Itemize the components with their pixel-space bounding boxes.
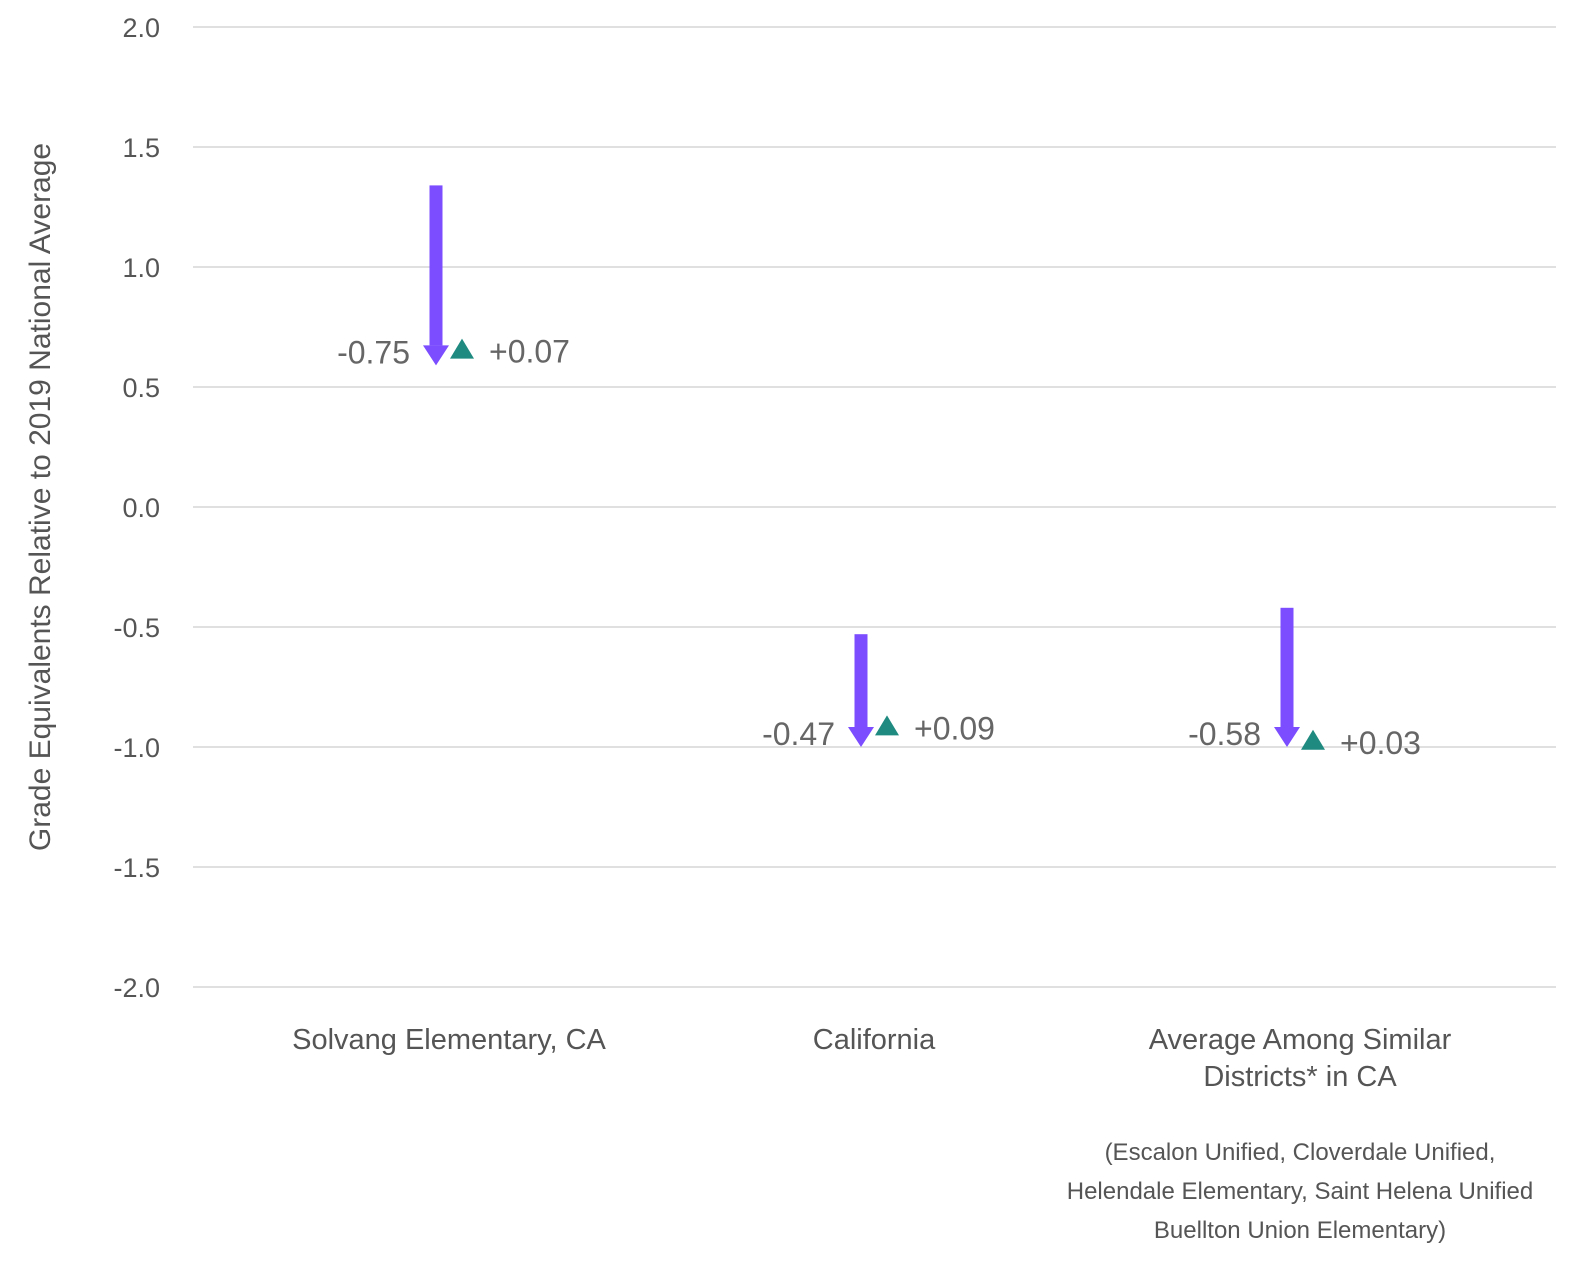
- change-value-label: -0.75: [337, 334, 410, 370]
- recovery-marker: [875, 715, 899, 736]
- y-tick-label: 1.0: [122, 253, 160, 283]
- recovery-value-label: +0.07: [489, 334, 570, 370]
- recovery-value-label: +0.03: [1340, 725, 1421, 761]
- arrow-shaft: [854, 634, 868, 727]
- arrow-head: [1274, 727, 1300, 747]
- recovery-marker: [1301, 729, 1325, 750]
- recovery-value-label: +0.09: [914, 710, 995, 746]
- arrow-shaft: [429, 185, 443, 346]
- category-label: Solvang Elementary, CA: [292, 1024, 606, 1056]
- footnote-line: Helendale Elementary, Saint Helena Unifi…: [1067, 1178, 1534, 1205]
- category-label: California: [813, 1024, 936, 1056]
- category-labels: Solvang Elementary, CA California Average …: [292, 1024, 1451, 1093]
- y-tick-label: 0.0: [122, 493, 160, 523]
- y-tick-label: -1.5: [113, 853, 160, 883]
- arrow-shaft: [1280, 607, 1294, 727]
- category-label: Average Among Similar: [1149, 1024, 1452, 1056]
- y-tick-label: -2.0: [113, 973, 160, 1003]
- change-value-label: -0.58: [1188, 716, 1261, 752]
- recovery-marker: [450, 338, 474, 359]
- footnote: (Escalon Unified, Cloverdale Unified, Hel…: [1067, 1139, 1534, 1244]
- y-tick-label: 0.5: [122, 373, 160, 403]
- y-tick-label: 2.0: [122, 13, 160, 43]
- footnote-line: Buellton Union Elementary): [1154, 1217, 1446, 1244]
- arrow-head: [423, 345, 449, 366]
- data-marks: -0.75 +0.07 -0.47 +0.09 -0.58 +0.03: [337, 185, 1421, 761]
- category-label: Districts* in CA: [1203, 1061, 1397, 1093]
- y-tick-label: -0.5: [113, 613, 160, 643]
- footnote-line: (Escalon Unified, Cloverdale Unified,: [1105, 1139, 1496, 1166]
- y-axis-ticks: 2.0 1.5 1.0 0.5 0.0 -0.5 -1.0 -1.5 -2.0: [113, 13, 160, 1003]
- gridlines: [193, 26, 1556, 988]
- arrow-head: [848, 727, 874, 747]
- y-tick-label: 1.5: [122, 133, 160, 163]
- change-value-label: -0.47: [762, 716, 835, 752]
- y-tick-label: -1.0: [113, 733, 160, 763]
- y-axis-label: Grade Equivalents Relative to 2019 Natio…: [24, 143, 57, 851]
